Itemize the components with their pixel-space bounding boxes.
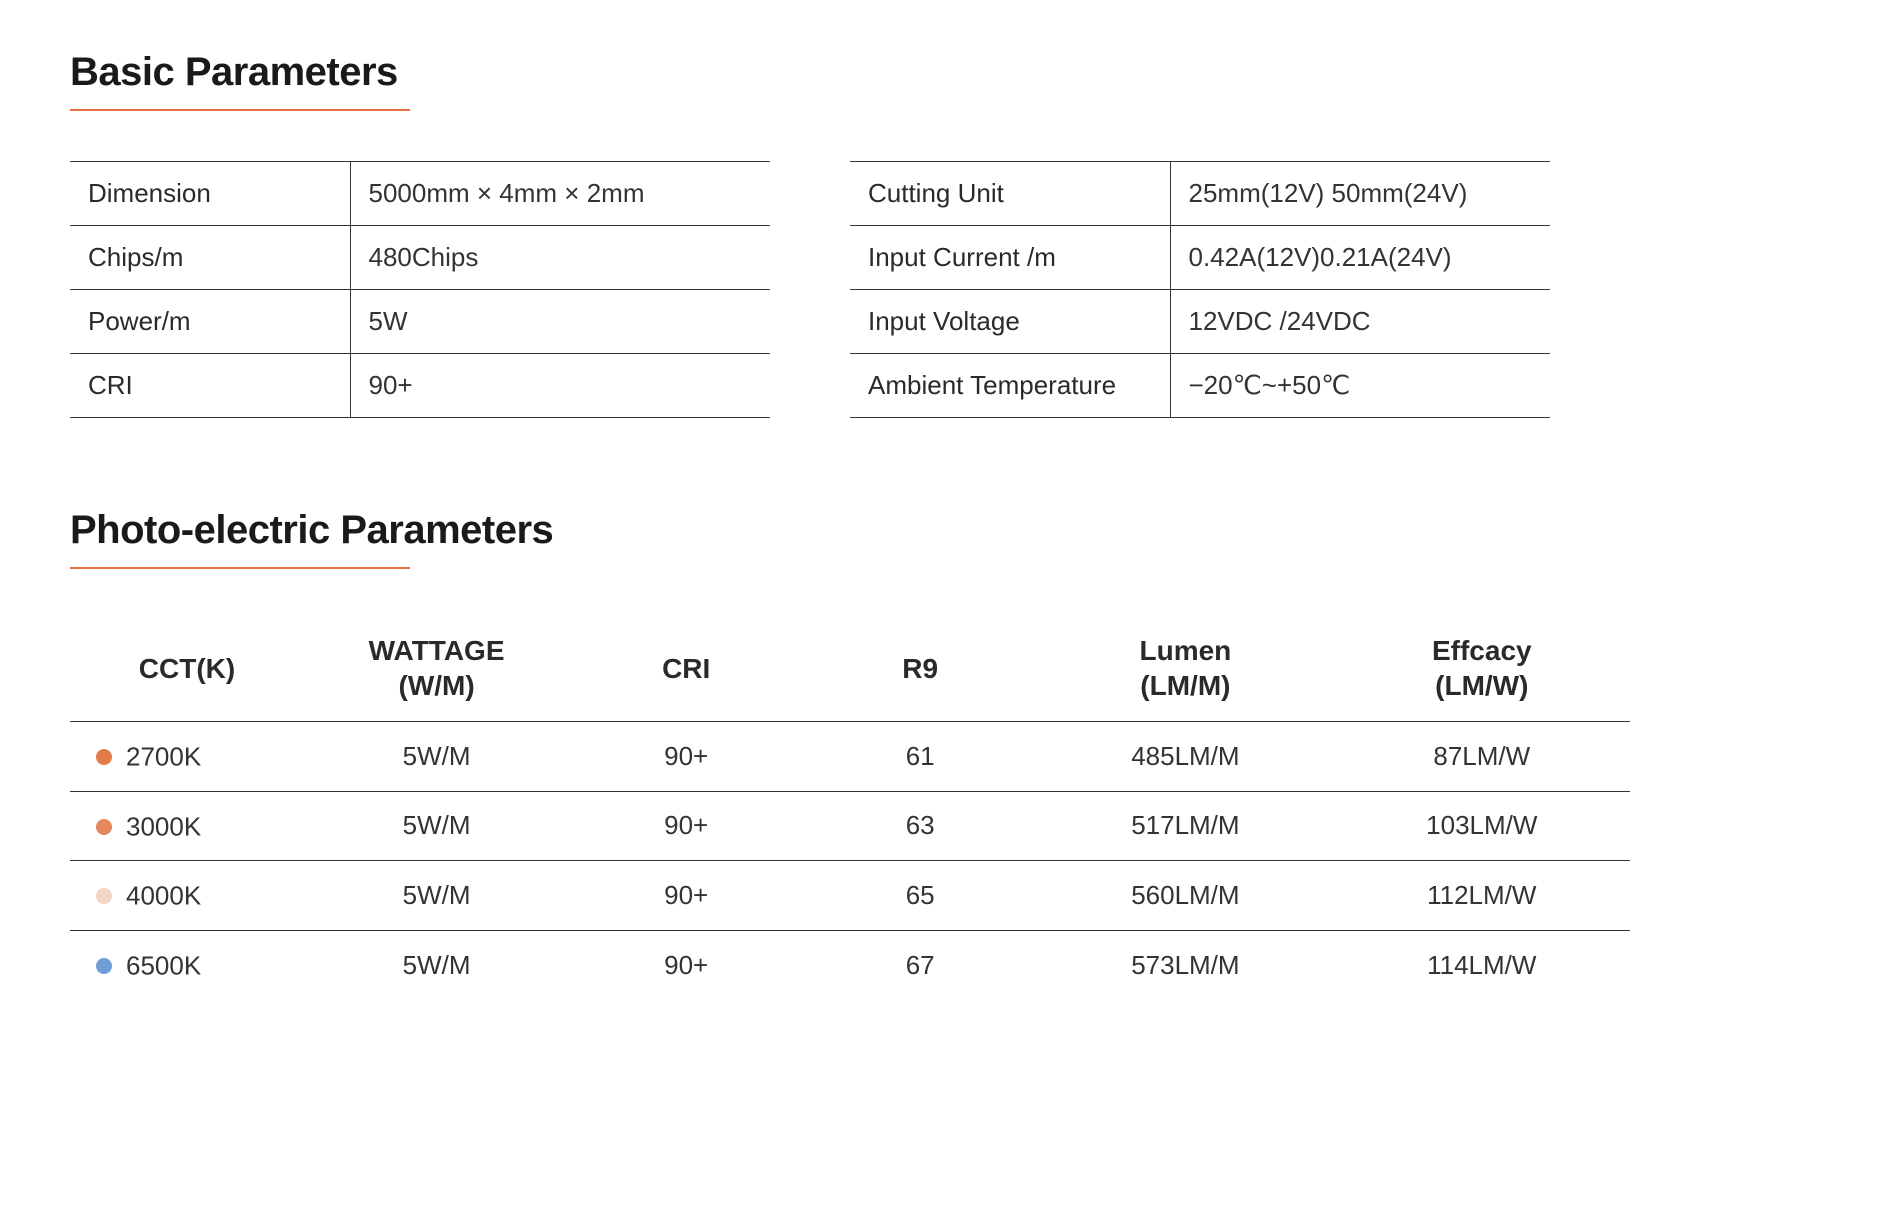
efficacy-cell: 114LM/W [1334,930,1630,999]
cct-cell: 6500K [70,930,304,999]
col-header-lumen: Lumen(LM/M) [1037,619,1333,722]
r9-cell: 63 [803,791,1037,861]
table-row: 2700K 5W/M90+61485LM/M87LM/W [70,722,1630,792]
table-row: 3000K 5W/M90+63517LM/M103LM/W [70,791,1630,861]
table-row: 6500K 5W/M90+67573LM/M114LM/W [70,930,1630,999]
photo-electric-table: CCT(K) WATTAGE(W/M) CRI R9 Lumen(LM/M) E… [70,619,1630,1000]
cct-label: 2700K [126,742,201,772]
table-row: Input Voltage 12VDC /24VDC [850,290,1550,354]
table-row: Power/m 5W [70,290,770,354]
param-value: 25mm(12V) 50mm(24V) [1170,162,1550,226]
wattage-cell: 5W/M [304,930,569,999]
color-dot-icon [96,749,112,765]
param-label: Dimension [70,162,350,226]
param-label: Ambient Temperature [850,354,1170,418]
cct-cell: 2700K [70,722,304,792]
table-row: Ambient Temperature −20℃~+50℃ [850,354,1550,418]
col-header-efficacy: Effcacy(LM/W) [1334,619,1630,722]
photo-electric-title: Photo-electric Parameters [70,508,1830,553]
basic-parameters-title: Basic Parameters [70,50,1830,95]
efficacy-cell: 87LM/W [1334,722,1630,792]
cct-label: 3000K [126,811,201,841]
r9-cell: 65 [803,861,1037,931]
param-label: Input Current /m [850,226,1170,290]
r9-cell: 67 [803,930,1037,999]
color-dot-icon [96,958,112,974]
cri-cell: 90+ [569,791,803,861]
wattage-cell: 5W/M [304,722,569,792]
param-value: 90+ [350,354,770,418]
param-label: Input Voltage [850,290,1170,354]
cri-cell: 90+ [569,722,803,792]
table-row: CRI 90+ [70,354,770,418]
param-label: CRI [70,354,350,418]
param-value: 5000mm × 4mm × 2mm [350,162,770,226]
param-value: 480Chips [350,226,770,290]
cct-label: 4000K [126,881,201,911]
param-value: 5W [350,290,770,354]
lumen-cell: 485LM/M [1037,722,1333,792]
col-header-r9: R9 [803,619,1037,722]
cct-label: 6500K [126,951,201,981]
efficacy-cell: 103LM/W [1334,791,1630,861]
col-header-wattage: WATTAGE(W/M) [304,619,569,722]
r9-cell: 61 [803,722,1037,792]
cct-cell: 4000K [70,861,304,931]
cri-cell: 90+ [569,861,803,931]
param-label: Power/m [70,290,350,354]
table-header-row: CCT(K) WATTAGE(W/M) CRI R9 Lumen(LM/M) E… [70,619,1630,722]
table-row: Input Current /m 0.42A(12V)0.21A(24V) [850,226,1550,290]
basic-left-table: Dimension 5000mm × 4mm × 2mm Chips/m 480… [70,161,770,418]
lumen-cell: 517LM/M [1037,791,1333,861]
param-value: 0.42A(12V)0.21A(24V) [1170,226,1550,290]
wattage-cell: 5W/M [304,861,569,931]
param-value: −20℃~+50℃ [1170,354,1550,418]
title-underline [70,109,410,111]
cri-cell: 90+ [569,930,803,999]
cct-cell: 3000K [70,791,304,861]
efficacy-cell: 112LM/W [1334,861,1630,931]
param-label: Chips/m [70,226,350,290]
basic-parameters-tables: Dimension 5000mm × 4mm × 2mm Chips/m 480… [70,161,1830,418]
table-row: Dimension 5000mm × 4mm × 2mm [70,162,770,226]
table-row: Chips/m 480Chips [70,226,770,290]
col-header-cri: CRI [569,619,803,722]
table-row: 4000K 5W/M90+65560LM/M112LM/W [70,861,1630,931]
col-header-cct: CCT(K) [70,619,304,722]
color-dot-icon [96,888,112,904]
wattage-cell: 5W/M [304,791,569,861]
title-underline [70,567,410,569]
lumen-cell: 573LM/M [1037,930,1333,999]
param-label: Cutting Unit [850,162,1170,226]
param-value: 12VDC /24VDC [1170,290,1550,354]
table-row: Cutting Unit 25mm(12V) 50mm(24V) [850,162,1550,226]
color-dot-icon [96,819,112,835]
lumen-cell: 560LM/M [1037,861,1333,931]
basic-right-table: Cutting Unit 25mm(12V) 50mm(24V) Input C… [850,161,1550,418]
